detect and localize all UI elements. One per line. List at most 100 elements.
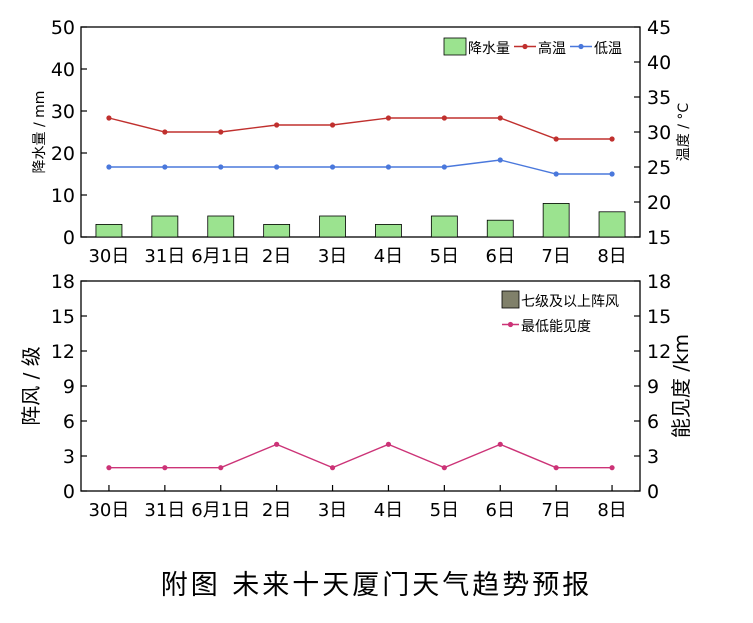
data-point bbox=[106, 164, 112, 170]
figure-caption: 附图 未来十天厦门天气趋势预报 bbox=[160, 570, 593, 601]
gust-visibility-chart: 0 3 6 9 12 15 18 0 3 6 9 12 15 18 30日 31日 6月1日 2日 3日 4日 5日 6日… bbox=[19, 271, 693, 521]
y-left-tick-label: 20 bbox=[51, 143, 75, 165]
y-left-tick-label: 6 bbox=[63, 411, 75, 433]
y-right-tick-label: 9 bbox=[647, 376, 659, 398]
x-tick-label: 3日 bbox=[318, 246, 347, 267]
data-point bbox=[274, 441, 280, 447]
y-right-tick-label: 25 bbox=[647, 157, 671, 179]
series-低温 bbox=[106, 157, 615, 177]
y-left-tick-label: 18 bbox=[51, 271, 75, 293]
y-right-axis-title: 能见度 /km bbox=[669, 334, 693, 438]
y-right-tick-label: 15 bbox=[647, 306, 671, 328]
precip-temperature-chart: 0 10 20 30 40 50 15 20 25 30 35 40 45 30日 31日 6月1日 2日 3日 4… bbox=[32, 17, 692, 267]
bar bbox=[430, 215, 458, 238]
x-tick-label: 30日 bbox=[88, 246, 129, 267]
data-point bbox=[329, 122, 336, 128]
legend-swatch bbox=[443, 37, 467, 56]
series-line bbox=[108, 159, 613, 175]
bar bbox=[598, 211, 626, 238]
legend-label: 高温 bbox=[538, 40, 566, 57]
data-point bbox=[609, 171, 615, 177]
y-left-tick-label: 50 bbox=[51, 17, 75, 39]
data-point bbox=[106, 115, 112, 121]
x-tick-label: 6月1日 bbox=[191, 246, 250, 267]
y-left-axis-title: 降水量 / mm bbox=[32, 91, 48, 174]
y-left-tick-label: 3 bbox=[63, 446, 75, 468]
data-point bbox=[218, 164, 224, 170]
x-tick-label: 2日 bbox=[262, 500, 291, 521]
bar bbox=[542, 202, 570, 238]
legend-swatch-marker bbox=[522, 43, 528, 50]
data-point bbox=[609, 136, 615, 142]
data-point bbox=[162, 164, 168, 170]
y-left-tick-label: 15 bbox=[51, 306, 75, 328]
data-point bbox=[553, 171, 559, 177]
x-tick-label: 31日 bbox=[144, 246, 185, 267]
series-高温 bbox=[106, 115, 615, 142]
data-point bbox=[385, 164, 392, 170]
data-point bbox=[553, 465, 559, 471]
y-right-tick-label: 30 bbox=[647, 122, 671, 144]
y-left-tick-label: 0 bbox=[63, 227, 75, 249]
data-point bbox=[329, 164, 336, 170]
bar bbox=[151, 215, 179, 238]
y-right-tick-label: 12 bbox=[647, 341, 671, 363]
data-point bbox=[329, 465, 336, 471]
legend-swatch-marker bbox=[578, 43, 584, 50]
x-tick-label: 7日 bbox=[541, 500, 570, 521]
y-left-tick-label: 10 bbox=[51, 185, 75, 207]
data-point bbox=[497, 441, 503, 447]
data-point bbox=[162, 129, 168, 135]
series-最低能见度 bbox=[106, 441, 615, 471]
y-right-tick-label: 35 bbox=[647, 87, 671, 109]
x-tick-label: 30日 bbox=[88, 500, 129, 521]
legend-label: 七级及以上阵风 bbox=[521, 294, 619, 310]
y-right-tick-label: 18 bbox=[647, 271, 671, 293]
series-line bbox=[108, 443, 613, 469]
bar bbox=[207, 215, 235, 238]
y-right-tick-label: 6 bbox=[647, 411, 659, 433]
x-tick-label: 31日 bbox=[144, 500, 185, 521]
bar bbox=[375, 223, 402, 238]
y-right-tick-label: 3 bbox=[647, 446, 659, 468]
data-point bbox=[106, 465, 112, 471]
bar bbox=[263, 223, 291, 238]
y-left-axis-title: 阵风 / 级 bbox=[19, 346, 43, 425]
legend: 降水量 高温 低温 bbox=[443, 37, 622, 57]
series-line bbox=[108, 117, 613, 140]
y-left-tick-label: 0 bbox=[63, 481, 75, 503]
data-point bbox=[218, 465, 224, 471]
bar bbox=[95, 223, 123, 238]
data-point bbox=[162, 465, 168, 471]
y-right-tick-label: 20 bbox=[647, 192, 671, 214]
y-right-tick-label: 15 bbox=[647, 227, 671, 249]
data-point bbox=[218, 129, 224, 135]
data-point bbox=[385, 115, 392, 121]
data-point bbox=[497, 115, 503, 121]
x-tick-label: 7日 bbox=[541, 246, 570, 267]
y-right-tick-label: 45 bbox=[647, 17, 671, 39]
x-tick-label: 8日 bbox=[597, 500, 626, 521]
x-tick-label: 8日 bbox=[597, 246, 626, 267]
x-tick-label: 3日 bbox=[318, 500, 347, 521]
y-right-tick-label: 0 bbox=[647, 481, 659, 503]
x-tick-label: 2日 bbox=[262, 246, 291, 267]
x-tick-label: 5日 bbox=[430, 500, 459, 521]
data-point bbox=[441, 115, 447, 121]
legend-label: 低温 bbox=[594, 41, 622, 57]
legend-swatch-marker bbox=[507, 321, 514, 328]
y-right-axis-title: 温度 / °C bbox=[676, 103, 692, 162]
series-降水量 bbox=[95, 202, 626, 238]
y-left-tick-label: 12 bbox=[51, 341, 75, 363]
data-point bbox=[553, 136, 559, 142]
y-left-tick-label: 30 bbox=[51, 101, 75, 123]
legend-label: 最低能见度 bbox=[521, 319, 591, 335]
data-point bbox=[609, 465, 615, 471]
data-point bbox=[497, 157, 503, 163]
x-tick-label: 6月1日 bbox=[191, 500, 250, 521]
plot-frame bbox=[80, 280, 641, 492]
x-tick-label: 4日 bbox=[374, 246, 403, 267]
data-point bbox=[274, 122, 280, 128]
